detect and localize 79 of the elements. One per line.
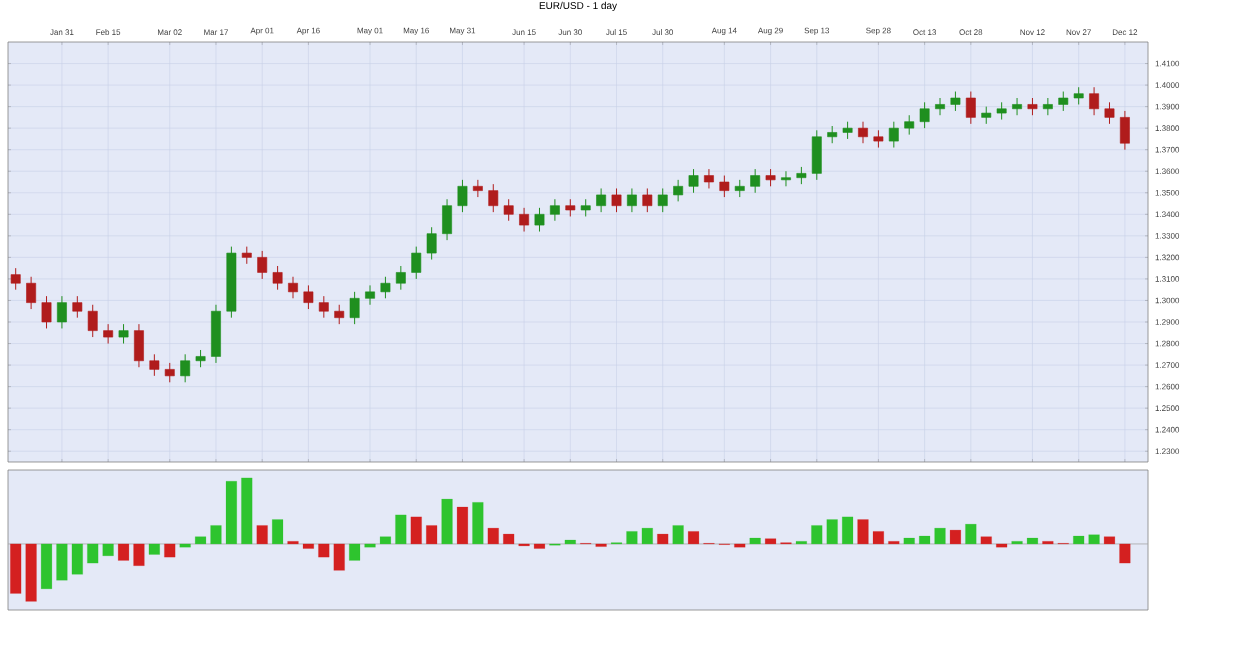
candlestick: [380, 276, 391, 299]
candlestick: [688, 168, 699, 194]
candlestick: [888, 121, 899, 149]
bar: [256, 525, 268, 545]
bar: [426, 525, 438, 545]
candlestick: [519, 207, 529, 233]
candlestick: [118, 323, 129, 345]
candlestick: [950, 91, 961, 112]
candlestick: [919, 101, 930, 129]
candlestick: [303, 284, 314, 310]
candlestick: [57, 295, 67, 329]
candlestick: [149, 353, 160, 377]
candlestick: [318, 295, 329, 319]
candlestick: [719, 175, 730, 198]
candlestick: [164, 362, 175, 383]
bar: [487, 528, 499, 545]
candlestick: [781, 170, 791, 187]
bar: [949, 529, 961, 545]
bar: [164, 543, 176, 558]
bar: [980, 536, 992, 545]
candlestick: [365, 284, 375, 306]
bar: [657, 533, 669, 545]
candlestick: [596, 187, 607, 213]
bar: [272, 519, 284, 545]
bar: [672, 525, 684, 545]
bar: [456, 506, 468, 545]
candlestick: [488, 183, 499, 213]
candlestick: [442, 198, 452, 241]
bar: [472, 502, 484, 545]
candlestick: [642, 187, 653, 213]
candlestick: [180, 353, 191, 383]
candlestick: [1089, 86, 1099, 116]
candlestick: [549, 198, 560, 222]
candlestick: [611, 187, 622, 213]
candlestick: [472, 179, 483, 198]
candlestick: [750, 168, 761, 194]
candlestick: [395, 265, 406, 291]
candlestick: [673, 179, 684, 202]
candlestick: [288, 276, 298, 299]
candlestick: [1042, 97, 1053, 116]
candlestick: [858, 121, 868, 144]
candlestick: [334, 304, 345, 325]
bar: [441, 498, 453, 545]
bar: [395, 514, 407, 545]
candlestick: [103, 323, 114, 345]
candlestick: [41, 295, 52, 329]
candlestick: [627, 187, 637, 213]
bar: [903, 537, 915, 545]
bar: [842, 516, 854, 545]
candlestick: [1104, 101, 1115, 125]
candlestick: [72, 295, 83, 319]
bar: [749, 537, 761, 545]
candlestick: [26, 276, 37, 310]
candlestick: [272, 265, 283, 291]
candlestick: [811, 129, 822, 181]
bar: [148, 543, 160, 555]
candlestick: [211, 304, 221, 364]
bar: [1103, 536, 1115, 545]
candlestick: [1119, 110, 1130, 151]
candlestick: [257, 250, 268, 280]
candlestick: [704, 168, 714, 189]
candlestick: [657, 187, 668, 213]
candlestick: [935, 97, 945, 116]
candlestick: [503, 198, 514, 222]
candlestick: [457, 179, 468, 213]
candlestick: [87, 304, 98, 338]
candlestick: [1012, 97, 1022, 116]
candlestick: [411, 246, 422, 280]
bar: [965, 524, 977, 545]
candlestick: [426, 226, 437, 261]
candlestick: [904, 114, 915, 136]
candlestick: [134, 323, 144, 368]
candlestick: [349, 291, 360, 325]
candlestick: [1058, 91, 1069, 112]
candlestick: [534, 207, 545, 233]
bar: [241, 477, 253, 545]
bar: [410, 516, 422, 545]
candlestick: [10, 267, 21, 291]
candlestick: [965, 91, 976, 125]
